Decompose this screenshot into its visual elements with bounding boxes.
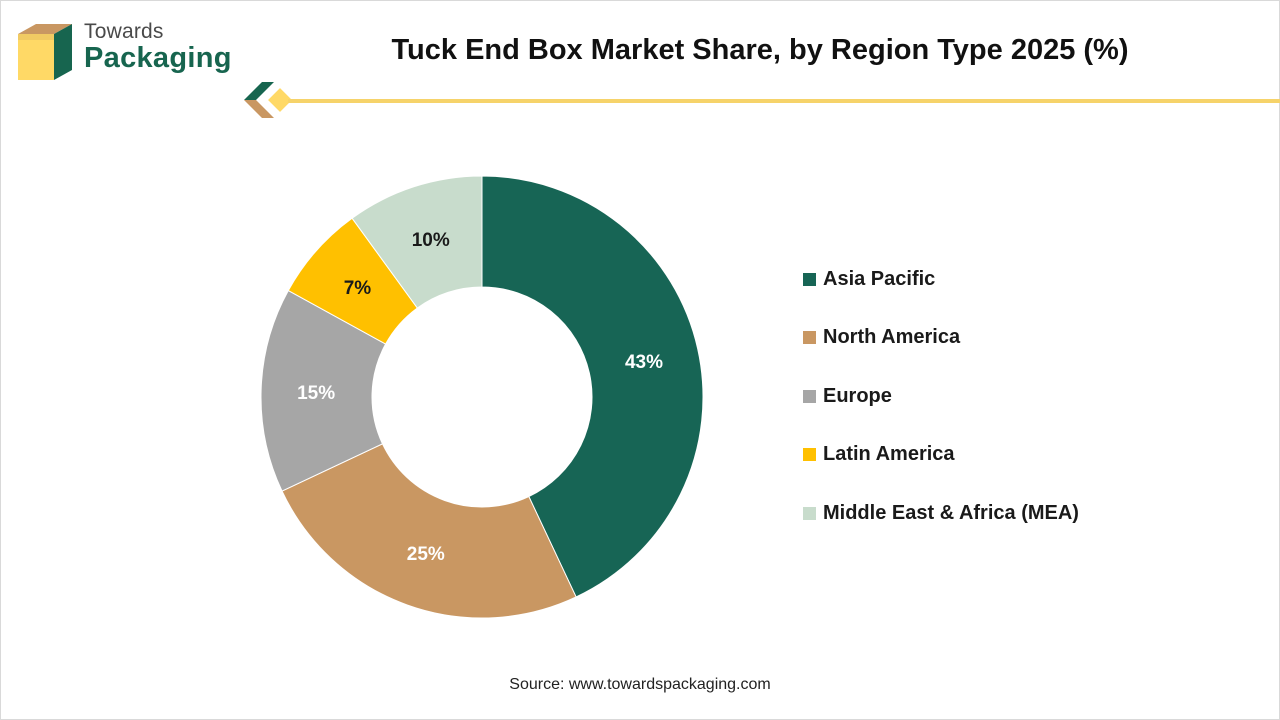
divider-diamond-icon (244, 82, 297, 118)
brand-name-line2: Packaging (84, 42, 232, 74)
slice-label-europe: 15% (297, 383, 335, 404)
legend-swatch (803, 506, 816, 520)
legend-swatch (803, 389, 816, 403)
title-underline (288, 99, 1280, 103)
box-logo-icon (18, 24, 72, 80)
slice-label-middle-east-africa-mea: 10% (412, 230, 450, 251)
donut-slice-asia-pacific (481, 175, 704, 598)
slice-label-latin-america: 7% (344, 278, 372, 299)
legend-item: North America (803, 323, 960, 353)
legend-swatch (803, 272, 816, 286)
legend-item: Latin America (803, 440, 955, 470)
legend-item: Middle East & Africa (MEA) (803, 498, 1079, 528)
legend-label: Middle East & Africa (MEA) (823, 501, 1079, 524)
brand-name-line1: Towards (84, 20, 164, 43)
donut-slice-europe (260, 289, 387, 492)
donut-slice-middle-east-africa-mea (351, 175, 483, 309)
legend-item: Europe (803, 381, 892, 411)
source-note: Source: www.towardspackaging.com (509, 676, 771, 693)
donut-slice-north-america (281, 443, 577, 619)
legend-swatch (803, 448, 816, 461)
chart-title: Tuck End Box Market Share, by Region Typ… (391, 34, 1129, 66)
slice-label-north-america: 25% (407, 544, 445, 565)
legend-swatch (803, 331, 816, 344)
legend-label: Latin America (823, 443, 955, 465)
legend-item: Asia Pacific (803, 264, 935, 294)
slice-label-asia-pacific: 43% (625, 352, 663, 373)
donut-chart: 43% 25% 15% 7% 10% (260, 175, 704, 619)
legend-label: North America (823, 326, 961, 348)
legend-label: Asia Pacific (823, 267, 936, 290)
brand-logo: Towards Packaging (14, 18, 244, 84)
legend-label: Europe (823, 384, 892, 407)
